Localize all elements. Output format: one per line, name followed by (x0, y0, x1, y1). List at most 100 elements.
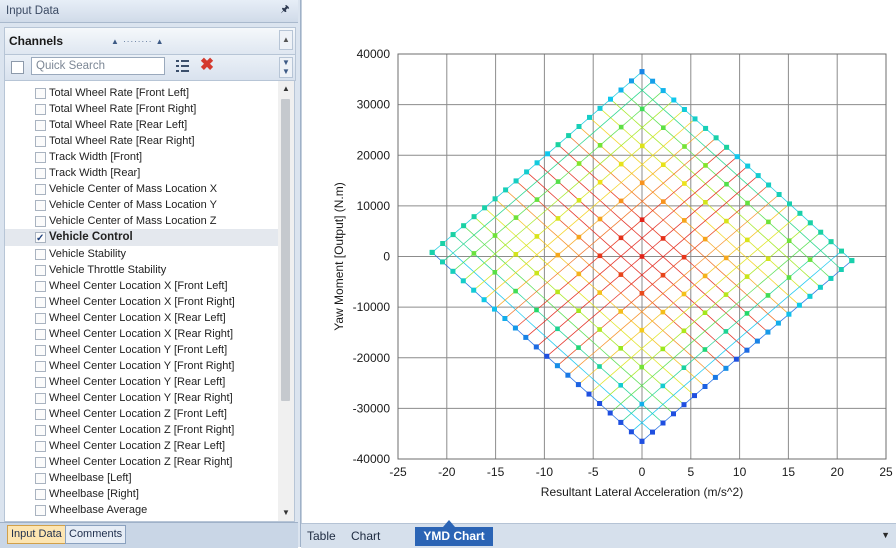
data-point (702, 236, 708, 242)
channel-item[interactable]: Wheelbase [Left] (5, 470, 279, 486)
select-all-checkbox[interactable] (11, 61, 24, 74)
ymd-chart-area: -25 -20 -15 -10 -5 0 5 10 15 20 25 40000 30000 20000 1… (301, 0, 896, 523)
channel-checkbox[interactable] (35, 361, 46, 372)
data-point (702, 310, 708, 315)
data-point (533, 344, 539, 350)
pin-icon[interactable]: 🖈 (280, 4, 290, 15)
channel-item[interactable]: Total Wheel Rate [Front Left] (5, 85, 279, 101)
x-tick-label: -5 (588, 465, 599, 479)
channel-checkbox[interactable] (35, 313, 46, 324)
channel-checkbox[interactable] (35, 489, 46, 500)
channel-checkbox[interactable] (35, 152, 46, 163)
channel-checkbox[interactable] (35, 505, 46, 516)
channel-list-scrollbar[interactable]: ▲ ▼ (278, 80, 295, 522)
channel-item[interactable]: Wheel Center Location Y [Front Left] (5, 342, 279, 358)
scroll-thumb[interactable] (281, 99, 290, 401)
channel-checkbox[interactable] (35, 168, 46, 179)
tab-ymd-chart[interactable]: YMD Chart (415, 520, 493, 546)
scroll-up-icon[interactable]: ▲ (279, 30, 293, 50)
channel-item[interactable]: Wheel Center Location Z [Rear Left] (5, 438, 279, 454)
channel-checkbox[interactable] (35, 120, 46, 131)
channel-checkbox[interactable] (35, 409, 46, 420)
channel-item[interactable]: Wheel Center Location X [Rear Right] (5, 326, 279, 342)
channel-checkbox[interactable] (35, 473, 46, 484)
data-point (618, 346, 623, 351)
data-point (597, 179, 603, 185)
channel-checkbox[interactable] (35, 377, 46, 388)
channel-item[interactable]: Vehicle Center of Mass Location Z (5, 213, 279, 229)
channel-checkbox[interactable] (35, 425, 46, 436)
channel-checkbox[interactable] (35, 329, 46, 340)
tab-input-data[interactable]: Input Data (7, 525, 66, 544)
channel-checkbox[interactable] (35, 184, 46, 195)
data-point (576, 198, 582, 203)
channel-checkbox[interactable] (35, 104, 46, 115)
tabs-dropdown-icon[interactable]: ▼ (881, 530, 890, 540)
channel-item[interactable]: Wheel Center Location Z [Front Right] (5, 422, 279, 438)
channel-item[interactable]: Wheel Center Location Y [Front Right] (5, 358, 279, 374)
quick-search-input[interactable] (31, 57, 165, 75)
tab-comments[interactable]: Comments (65, 525, 127, 544)
toolbar-options-icon[interactable]: ▼ ▼ (279, 57, 293, 78)
channel-item[interactable]: Wheel Center Location X [Rear Left] (5, 310, 279, 326)
data-point (597, 364, 602, 369)
channel-item[interactable]: Wheel Center Location Z [Front Left] (5, 406, 279, 422)
channel-item[interactable]: Wheel Center Location X [Front Right] (5, 294, 279, 310)
data-point (818, 229, 824, 235)
channel-item[interactable]: Track Width [Front] (5, 149, 279, 165)
channel-item[interactable]: Wheel Center Location X [Front Left] (5, 278, 279, 294)
data-point (765, 256, 771, 261)
channel-checkbox[interactable] (35, 345, 46, 356)
data-point (660, 383, 666, 389)
data-point (661, 162, 666, 167)
channel-label: Total Wheel Rate [Front Left] (49, 87, 190, 99)
column-chooser-icon[interactable] (175, 59, 191, 73)
channel-checkbox[interactable] (35, 216, 46, 227)
channel-checkbox[interactable] (35, 230, 46, 247)
data-point (492, 306, 497, 312)
channel-checkbox[interactable] (35, 281, 46, 292)
channel-item[interactable]: Vehicle Center of Mass Location Y (5, 197, 279, 213)
scroll-down-arrow-icon[interactable]: ▼ (282, 508, 290, 517)
channel-checkbox[interactable] (35, 88, 46, 99)
panel-title: Input Data (6, 5, 60, 17)
data-point (681, 107, 687, 112)
channel-item[interactable]: Total Wheel Rate [Rear Left] (5, 117, 279, 133)
channel-item[interactable]: Vehicle Stability (5, 246, 279, 262)
channel-item[interactable]: Wheelbase [Right] (5, 486, 279, 502)
scroll-up-arrow-icon[interactable]: ▲ (282, 84, 290, 93)
y-tick-label: 10000 (357, 199, 391, 213)
channel-checkbox[interactable] (35, 136, 46, 147)
data-point (639, 291, 645, 296)
y-axis-title: Yaw Moment [Output] (N.m) (332, 182, 346, 330)
channel-checkbox[interactable] (35, 265, 46, 276)
data-point (766, 219, 771, 225)
channel-item[interactable]: Total Wheel Rate [Front Right] (5, 101, 279, 117)
channel-item[interactable]: Track Width [Rear] (5, 165, 279, 181)
channel-item[interactable]: Wheel Center Location Y [Rear Right] (5, 390, 279, 406)
input-data-panel: Input Data 🖈 Channels ▲ ········ ▲ ▲ ✖ ▼… (0, 0, 301, 548)
data-point (692, 393, 697, 399)
channel-item[interactable]: Total Wheel Rate [Rear Right] (5, 133, 279, 149)
data-point (786, 311, 792, 317)
channel-item[interactable]: Vehicle Center of Mass Location X (5, 181, 279, 197)
channel-checkbox[interactable] (35, 249, 46, 260)
clear-filter-icon[interactable]: ✖ (199, 55, 215, 74)
collapse-splitter-icon[interactable]: ▲ ········ ▲ (111, 37, 165, 46)
channel-item[interactable]: Vehicle Control (5, 229, 279, 247)
data-point (682, 181, 687, 186)
channel-item[interactable]: Wheel Center Location Y [Rear Left] (5, 374, 279, 390)
tab-chart[interactable]: Chart (351, 529, 381, 543)
channel-checkbox[interactable] (35, 393, 46, 404)
data-point (660, 272, 666, 278)
channel-checkbox[interactable] (35, 457, 46, 468)
channel-item[interactable]: Wheel Center Location Z [Rear Right] (5, 454, 279, 470)
mesh-line-v (567, 194, 780, 376)
channel-checkbox[interactable] (35, 441, 46, 452)
channel-checkbox[interactable] (35, 200, 46, 211)
channel-item[interactable]: Wheelbase Average (5, 502, 279, 518)
data-point (702, 273, 708, 279)
tab-table[interactable]: Table (307, 529, 336, 543)
channel-checkbox[interactable] (35, 297, 46, 308)
channel-item[interactable]: Vehicle Throttle Stability (5, 262, 279, 278)
